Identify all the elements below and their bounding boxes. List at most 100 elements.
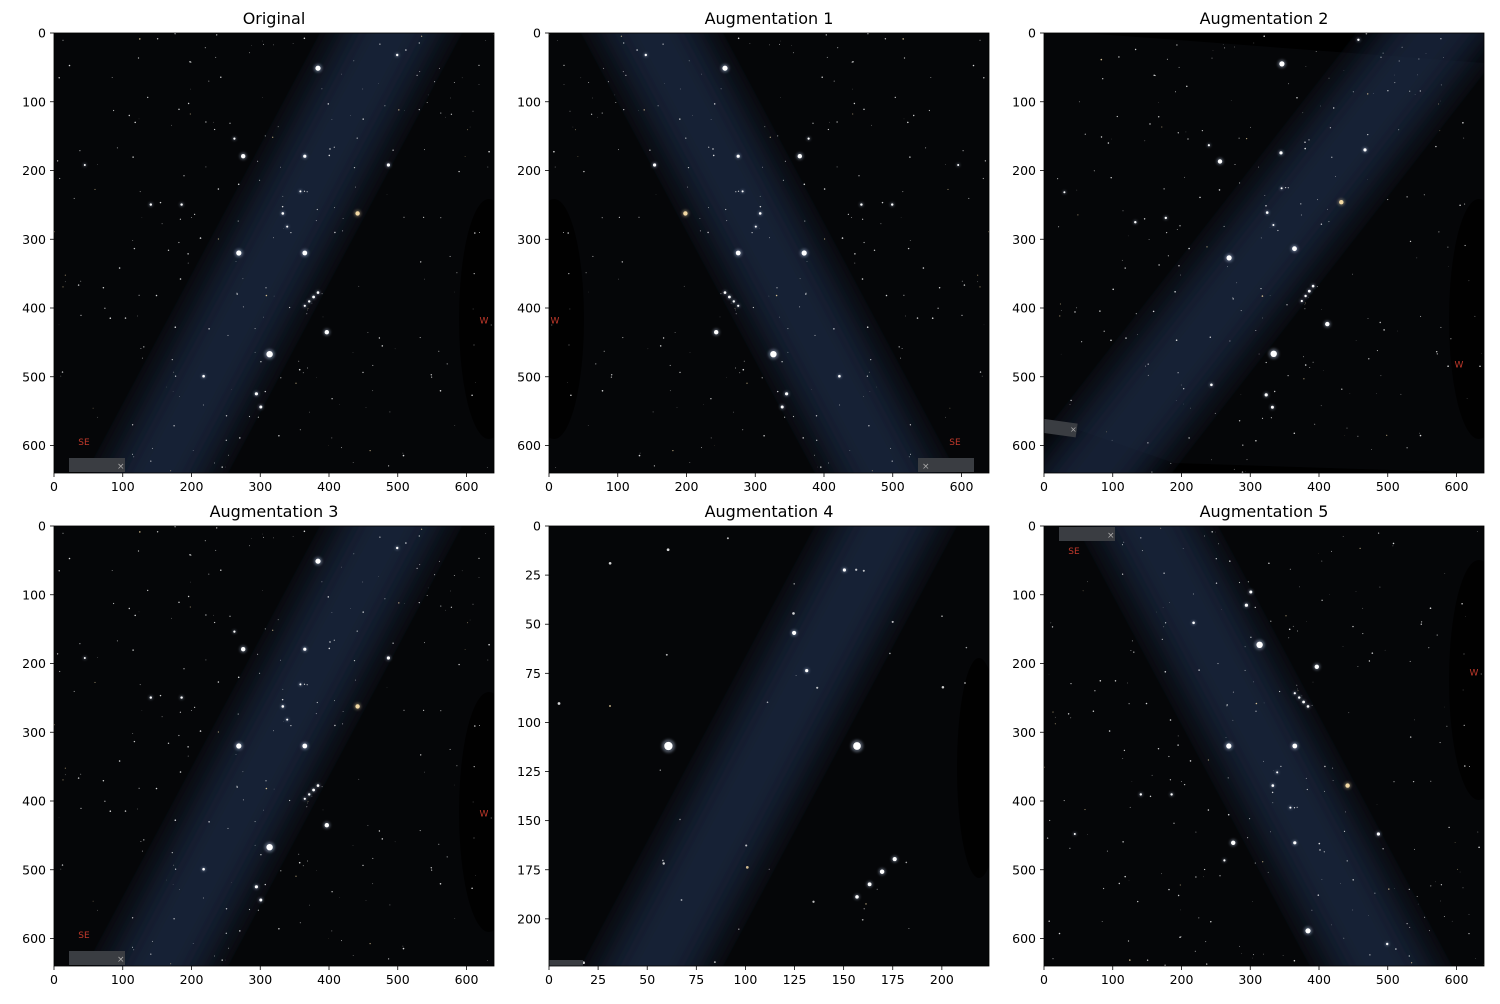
- star: [839, 405, 840, 406]
- star: [1177, 229, 1178, 230]
- star: [604, 351, 605, 352]
- star: [854, 263, 855, 264]
- star: [1309, 367, 1310, 368]
- bright-star: [255, 392, 258, 395]
- star: [147, 590, 148, 591]
- star: [670, 365, 671, 366]
- star: [1352, 879, 1353, 880]
- bright-star: [1272, 224, 1274, 226]
- star: [597, 117, 598, 118]
- star: [243, 771, 244, 772]
- star: [1410, 736, 1411, 737]
- star: [142, 358, 143, 359]
- star: [1463, 690, 1464, 691]
- bright-star: [1271, 406, 1274, 409]
- star: [1469, 766, 1470, 767]
- bright-star: [785, 392, 788, 395]
- star: [1377, 804, 1378, 805]
- star: [680, 89, 681, 90]
- star: [1463, 887, 1464, 888]
- star: [395, 842, 396, 843]
- star: [228, 948, 229, 949]
- star: [1266, 362, 1267, 363]
- star: [329, 148, 330, 149]
- star: [842, 237, 844, 239]
- star: [420, 337, 421, 338]
- star: [220, 77, 221, 78]
- star: [1348, 712, 1349, 713]
- star: [837, 47, 838, 48]
- y-tick-label: 100: [22, 587, 46, 602]
- star: [200, 730, 202, 732]
- panel-title: Augmentation 5: [1200, 502, 1329, 521]
- star: [62, 779, 63, 780]
- star: [1418, 904, 1419, 905]
- star: [1379, 322, 1380, 323]
- x-tick-label: 500: [1376, 972, 1400, 987]
- star: [609, 562, 612, 565]
- star: [714, 103, 716, 105]
- bright-star: [1301, 300, 1303, 302]
- star: [303, 372, 304, 373]
- dark-edge-patch: [957, 658, 1001, 878]
- star: [440, 710, 441, 711]
- star: [1343, 646, 1344, 647]
- star: [1252, 901, 1253, 902]
- star: [1081, 341, 1082, 342]
- star: [615, 102, 616, 103]
- star: [555, 167, 556, 168]
- star: [1070, 683, 1071, 684]
- star: [828, 463, 829, 464]
- star: [1306, 778, 1307, 779]
- star: [1223, 44, 1224, 45]
- star: [339, 897, 340, 898]
- star: [828, 129, 829, 130]
- star: [780, 41, 781, 42]
- star: [59, 178, 60, 179]
- star: [1450, 338, 1451, 339]
- star: [1204, 869, 1205, 870]
- y-tick-label: 25: [525, 568, 541, 583]
- star: [1279, 691, 1280, 692]
- star: [1362, 633, 1363, 634]
- star: [799, 306, 800, 307]
- star: [1137, 901, 1138, 902]
- star: [103, 780, 104, 781]
- star: [179, 889, 180, 890]
- star: [255, 328, 256, 329]
- star: [1356, 340, 1357, 341]
- star: [1274, 391, 1275, 392]
- star: [1174, 291, 1176, 293]
- star: [1399, 60, 1400, 61]
- star: [93, 408, 94, 409]
- bright-star: [1218, 159, 1222, 163]
- star: [1331, 551, 1332, 552]
- star: [588, 425, 589, 426]
- star: [871, 125, 872, 126]
- star: [1383, 53, 1384, 54]
- star: [1331, 157, 1332, 158]
- star: [1162, 639, 1163, 640]
- bright-star: [299, 190, 301, 192]
- star: [1211, 459, 1212, 460]
- star: [79, 150, 80, 151]
- star: [1311, 910, 1312, 911]
- star: [262, 534, 263, 535]
- star: [1440, 38, 1441, 39]
- bright-star: [653, 163, 656, 166]
- star: [614, 95, 615, 96]
- star: [1344, 70, 1345, 71]
- star: [273, 730, 274, 731]
- compass-marker-se: SE: [78, 931, 90, 941]
- star: [317, 209, 318, 210]
- star: [1298, 690, 1299, 691]
- star: [602, 113, 603, 114]
- bright-star: [312, 789, 315, 792]
- star: [1312, 705, 1313, 706]
- star: [168, 743, 169, 744]
- star: [370, 943, 371, 944]
- star: [1241, 394, 1242, 395]
- star: [178, 735, 179, 736]
- star: [424, 642, 425, 643]
